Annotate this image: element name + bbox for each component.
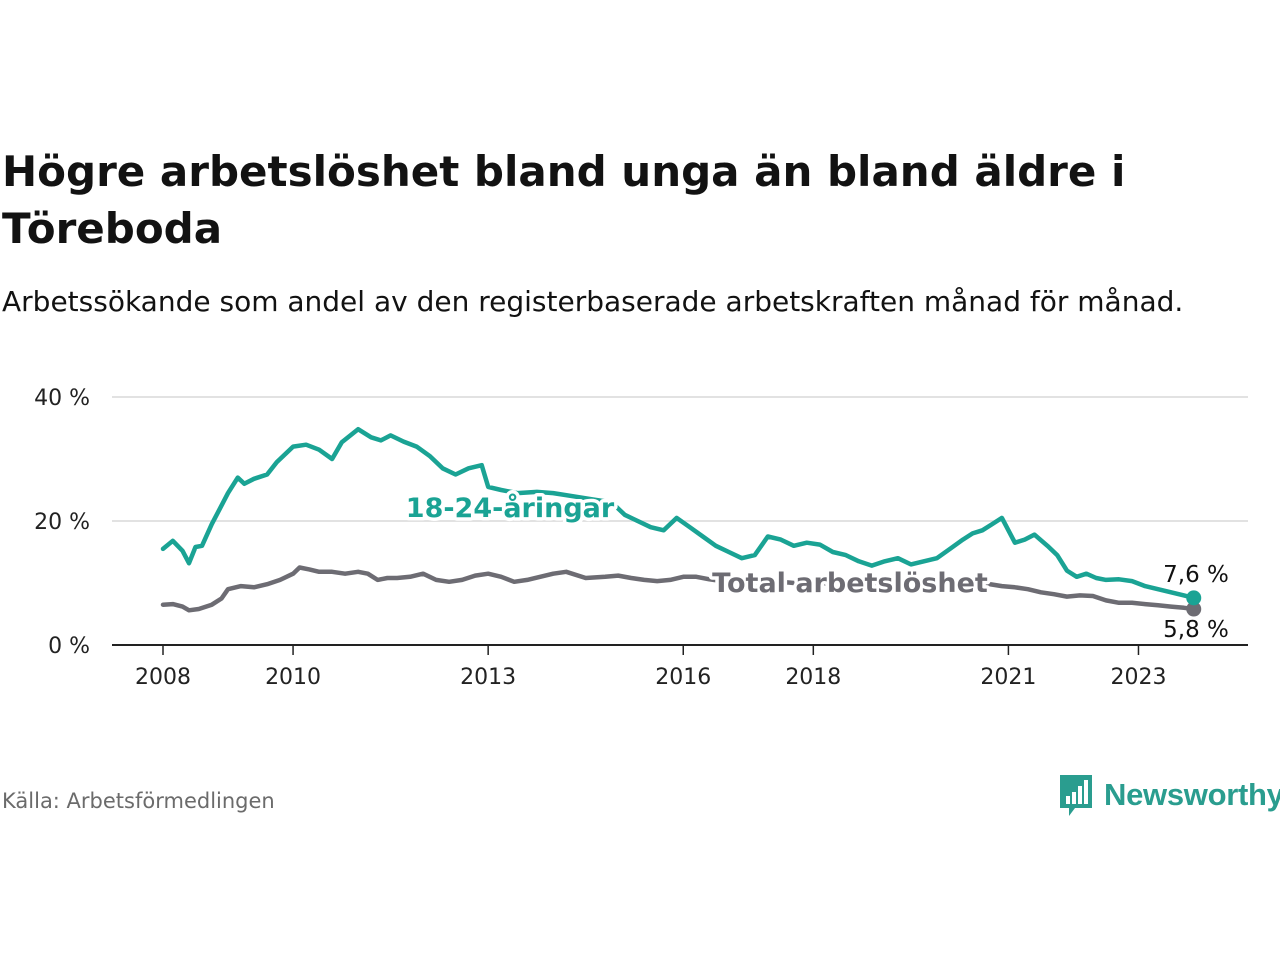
x-tick-label: 2021 (980, 665, 1036, 690)
x-tick-label: 2023 (1110, 665, 1166, 690)
x-tick-label: 2018 (785, 665, 841, 690)
x-tick-label: 2010 (265, 665, 321, 690)
series-labels: 18-24-åringar Total arbetslöshet 7,6 % 5,8 … (402, 489, 1231, 646)
brand-name: Newsworthy (1104, 777, 1280, 812)
series-youth-end-label: 7,6 % (1163, 562, 1229, 588)
series-youth-line (160, 426, 1196, 601)
x-tick-label: 2013 (460, 665, 516, 690)
chart-subtitle: Arbetssökande som andel av den registerb… (2, 285, 1184, 318)
brand-logo[interactable]: Newsworthy (1058, 772, 1280, 818)
series-youth-label: 18-24-åringar (406, 492, 615, 524)
x-axis: 2008 2010 2013 2016 2018 2021 2023 (112, 644, 1248, 690)
series-total-end-point (1186, 601, 1202, 617)
x-tick-label: 2016 (655, 665, 711, 690)
y-tick-label: 0 % (48, 634, 90, 659)
source-note: Källa: Arbetsförmedlingen (2, 789, 275, 813)
x-tick-label: 2008 (135, 665, 191, 690)
y-tick-label: 20 % (34, 510, 90, 535)
series-lines (160, 426, 1202, 617)
series-total-end-label: 5,8 % (1163, 617, 1229, 643)
y-tick-label: 40 % (34, 386, 90, 411)
series-youth-end-point (1186, 590, 1202, 606)
series-total-line (160, 565, 1196, 613)
chart-title: Högre arbetslöshet bland unga än bland ä… (2, 147, 1126, 253)
bar-chart-speech-bubble-icon (1060, 775, 1092, 816)
series-total-label: Total arbetslöshet (712, 568, 988, 599)
y-axis-labels: 0 % 20 % 40 % (34, 386, 90, 659)
